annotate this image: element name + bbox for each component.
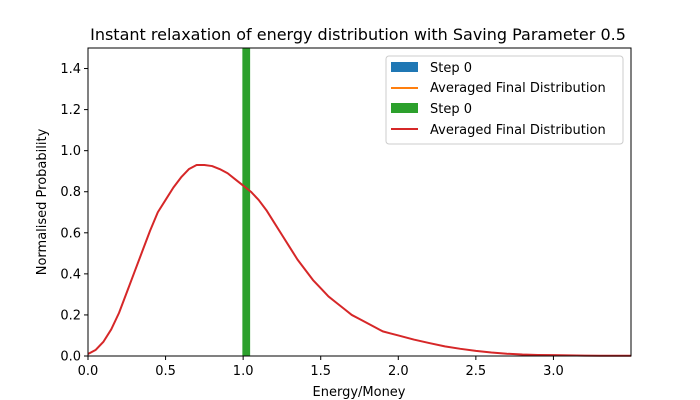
y-axis-ticks: 0.0 0.2 0.4 0.6 0.8 1.0 1.2 1.4 (60, 62, 88, 365)
x-tick-label-0: 0.0 (78, 364, 99, 379)
x-tick-label-4: 2.0 (388, 364, 409, 379)
y-tick-label-4: 0.8 (60, 185, 81, 200)
line-series-3 (87, 164, 631, 357)
bar-series-2 (242, 48, 251, 356)
legend-swatch-step0-blue (391, 62, 418, 72)
legend-swatch-step0-green (391, 103, 418, 113)
x-tick-label-6: 3.0 (543, 364, 564, 379)
legend-label-averaged-red: Averaged Final Distribution (430, 123, 606, 138)
y-tick-label-1: 0.2 (60, 308, 81, 323)
y-tick-label-3: 0.6 (60, 226, 81, 241)
series-layer (87, 48, 631, 357)
legend-label-averaged-orange: Averaged Final Distribution (430, 81, 606, 96)
y-tick-label-6: 1.2 (60, 103, 81, 118)
legend-label-step0-green: Step 0 (430, 102, 472, 117)
legend: Step 0 Averaged Final Distribution Step … (385, 55, 624, 145)
y-tick-label-5: 1.0 (60, 144, 81, 159)
x-axis-label: Energy/Money (313, 385, 406, 400)
x-tick-label-5: 2.5 (466, 364, 487, 379)
plot-frame (87, 47, 632, 357)
y-axis-label: Normalised Probability (35, 128, 50, 275)
y-tick-label-7: 1.4 (60, 62, 81, 77)
legend-box (385, 55, 624, 145)
legend-label-step0-blue: Step 0 (430, 61, 472, 76)
x-tick-label-1: 0.5 (155, 364, 176, 379)
y-tick-label-0: 0.0 (60, 350, 81, 365)
x-axis-ticks: 0.0 0.5 1.0 1.5 2.0 2.5 3.0 (78, 356, 564, 379)
y-tick-label-2: 0.4 (60, 267, 81, 282)
chart-title: Instant relaxation of energy distributio… (90, 25, 626, 44)
x-tick-label-3: 1.5 (310, 364, 331, 379)
x-tick-label-2: 1.0 (233, 364, 254, 379)
